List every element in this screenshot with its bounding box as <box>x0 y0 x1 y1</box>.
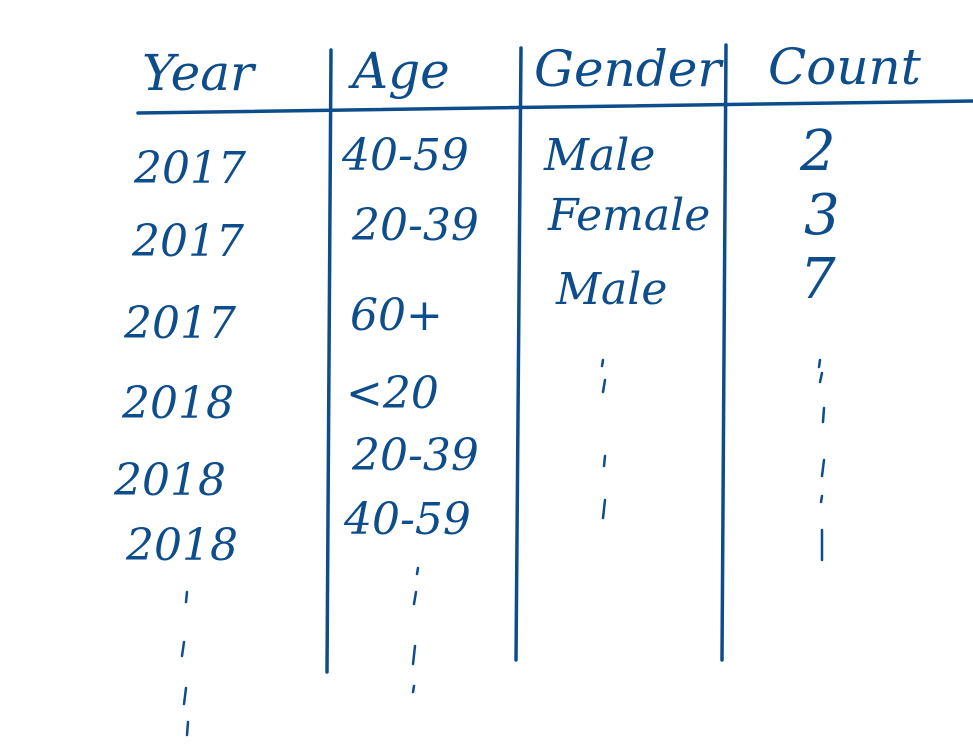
continuation-marks-age <box>411 566 420 694</box>
column-divider-2 <box>514 46 523 662</box>
cell-year: 2018 <box>125 520 238 571</box>
column-divider-1 <box>325 48 333 674</box>
cell-year: 2017 <box>133 143 246 194</box>
header-gender: Gender <box>534 40 724 98</box>
cell-age: <20 <box>346 368 439 419</box>
header-underline <box>136 99 973 115</box>
cell-gender: Male <box>543 130 655 181</box>
cell-age: 40-59 <box>341 130 469 181</box>
continuation-marks-year <box>180 590 190 737</box>
cell-year: 2017 <box>131 216 244 267</box>
cell-count: 7 <box>800 247 836 312</box>
header-year: Year <box>142 44 257 102</box>
column-divider-3 <box>720 43 728 662</box>
cell-year: 2018 <box>113 455 226 506</box>
header-count: Count <box>768 38 922 96</box>
continuation-marks-gender <box>600 358 607 520</box>
cell-age: 20-39 <box>351 430 479 481</box>
cell-age: 60+ <box>350 290 443 341</box>
cell-count: 3 <box>804 183 840 248</box>
cell-gender: Female <box>547 190 710 241</box>
cell-year: 2017 <box>123 298 236 349</box>
cell-age: 20-39 <box>351 200 479 251</box>
cell-gender: Male <box>555 264 667 315</box>
cell-count: 2 <box>799 119 836 184</box>
continuation-marks-count <box>817 358 826 562</box>
header-age: Age <box>348 42 450 100</box>
cell-age: 40-59 <box>343 494 471 545</box>
cell-year: 2018 <box>121 378 234 429</box>
